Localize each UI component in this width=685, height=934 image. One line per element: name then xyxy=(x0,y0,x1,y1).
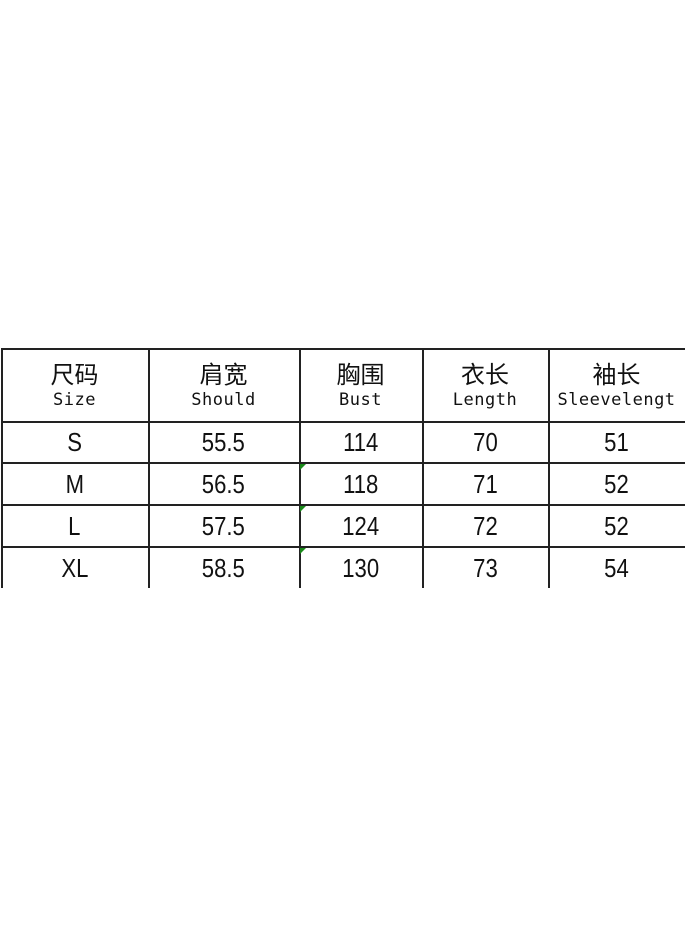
value-cell: 73 xyxy=(422,548,548,588)
header-cell: 胸围 Bust xyxy=(299,351,422,421)
cell-text: 56.5 xyxy=(201,468,246,499)
value-cell: 124 xyxy=(299,506,422,546)
cell-text: L xyxy=(68,510,81,541)
size-cell: M xyxy=(1,464,148,504)
green-corner-marker xyxy=(300,464,306,470)
value-cell: 51 xyxy=(548,423,685,462)
cell-text: 114 xyxy=(342,427,379,457)
header-zh: 袖长 xyxy=(592,361,641,389)
cell-text: S xyxy=(67,427,82,457)
value-cell: 56.5 xyxy=(148,464,299,504)
cell-text: 70 xyxy=(472,427,498,457)
header-cell: 衣长 Length xyxy=(422,351,548,421)
cell-text: 51 xyxy=(604,427,629,457)
value-cell: 52 xyxy=(548,464,685,504)
header-zh: 尺码 xyxy=(50,361,99,389)
value-cell: 55.5 xyxy=(148,423,299,462)
header-en: Bust xyxy=(339,390,382,410)
cell-text: 130 xyxy=(342,552,379,583)
header-en: Should xyxy=(191,390,256,410)
header-cell: 尺码 Size xyxy=(1,351,148,421)
green-corner-marker xyxy=(300,548,306,554)
cell-text: 58.5 xyxy=(201,552,246,583)
value-cell: 54 xyxy=(548,548,685,588)
header-en: Size xyxy=(53,390,96,410)
cell-text: XL xyxy=(60,552,89,583)
value-cell: 72 xyxy=(422,506,548,546)
value-cell: 58.5 xyxy=(148,548,299,588)
cell-text: 57.5 xyxy=(201,510,246,541)
column-divider xyxy=(422,348,424,588)
value-cell: 118 xyxy=(299,464,422,504)
value-cell: 70 xyxy=(422,423,548,462)
header-cell: 袖长 Sleevelengt xyxy=(548,351,685,421)
cell-text: 124 xyxy=(342,510,379,541)
cell-text: 72 xyxy=(472,510,498,541)
size-chart-table xyxy=(1,348,685,588)
value-cell: 71 xyxy=(422,464,548,504)
row-divider xyxy=(1,504,685,506)
cell-text: 52 xyxy=(604,510,629,541)
header-en: Sleevelengt xyxy=(557,390,676,410)
header-zh: 胸围 xyxy=(336,361,385,389)
column-divider xyxy=(148,348,150,588)
column-divider xyxy=(548,348,550,588)
cell-text: 118 xyxy=(342,468,379,499)
row-divider xyxy=(1,546,685,548)
header-zh: 肩宽 xyxy=(199,361,248,389)
value-cell: 130 xyxy=(299,548,422,588)
cell-text: 71 xyxy=(472,468,498,499)
green-corner-marker xyxy=(300,506,306,512)
cell-text: 54 xyxy=(604,552,629,583)
header-zh: 衣长 xyxy=(461,361,509,389)
cell-text: 52 xyxy=(604,468,629,499)
row-divider xyxy=(1,421,685,423)
size-cell: XL xyxy=(1,548,148,588)
cell-text: M xyxy=(65,468,84,499)
header-cell: 肩宽 Should xyxy=(148,351,299,421)
cell-text: 73 xyxy=(472,552,498,583)
header-en: Length xyxy=(452,390,518,410)
row-divider xyxy=(1,462,685,464)
cell-text: 55.5 xyxy=(201,427,246,457)
value-cell: 52 xyxy=(548,506,685,546)
size-cell: L xyxy=(1,506,148,546)
value-cell: 57.5 xyxy=(148,506,299,546)
value-cell: 114 xyxy=(299,423,422,462)
size-cell: S xyxy=(1,423,148,462)
